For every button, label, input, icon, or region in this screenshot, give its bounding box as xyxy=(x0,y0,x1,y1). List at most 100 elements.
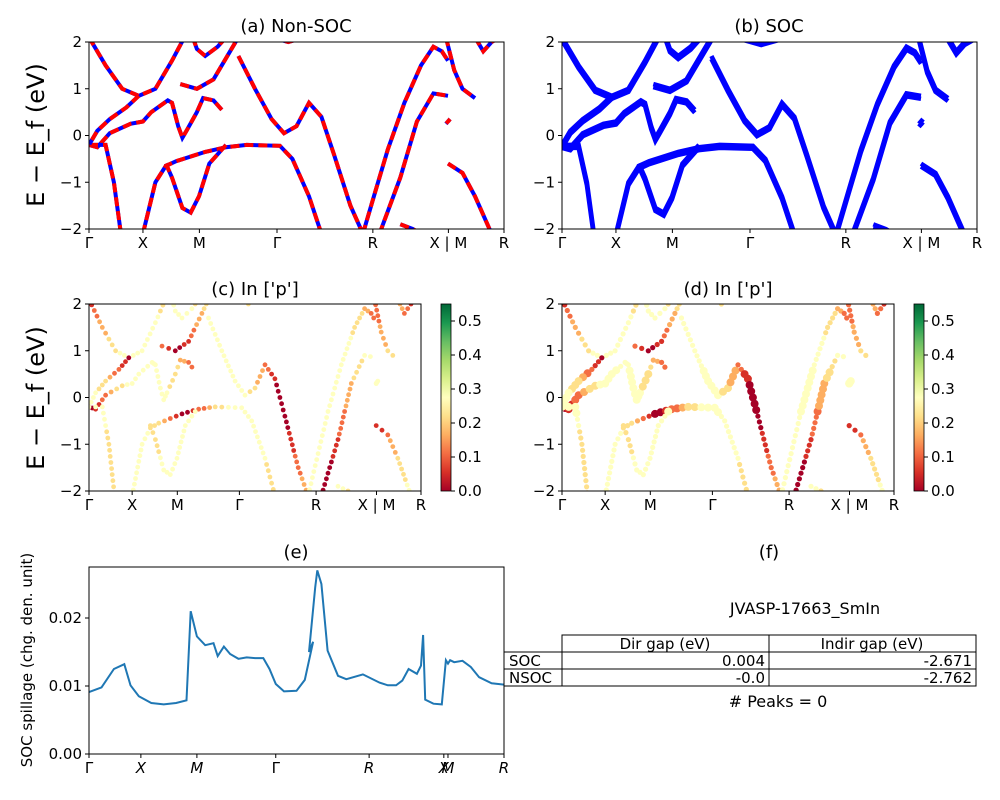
band-point xyxy=(242,409,248,415)
colorbar-tick-label: 0.1 xyxy=(458,448,482,466)
table-header-dir: Dir gap (eV) xyxy=(620,635,711,653)
band-line-dashed xyxy=(89,95,224,150)
band-point xyxy=(743,486,749,491)
band-line xyxy=(919,164,964,229)
band-point xyxy=(91,395,96,400)
band-point xyxy=(643,466,649,472)
band-point xyxy=(150,430,156,435)
band-point xyxy=(186,418,192,424)
band-point xyxy=(338,362,344,368)
band-point xyxy=(103,392,108,398)
band-point xyxy=(796,476,803,482)
ytick-label: 2 xyxy=(545,295,555,313)
xtick-label: X | M xyxy=(358,496,396,514)
band-point xyxy=(267,474,273,480)
band-point xyxy=(156,449,162,455)
xtick-label: M xyxy=(666,234,679,252)
band-point xyxy=(336,431,342,437)
band-point xyxy=(404,482,410,488)
band-point xyxy=(815,351,821,357)
band-point xyxy=(640,472,646,478)
band-point xyxy=(669,316,675,322)
band-point xyxy=(634,418,641,424)
band-point xyxy=(249,418,255,424)
band-point xyxy=(145,363,151,369)
band-point xyxy=(257,374,263,379)
band-point xyxy=(314,457,320,462)
band-point xyxy=(795,420,801,427)
band-point xyxy=(332,385,338,391)
gap-table: Dir gap (eV) Indir gap (eV) SOC 0.004 -2… xyxy=(503,634,977,687)
band-point xyxy=(288,436,294,442)
band-point xyxy=(196,316,202,322)
band-point xyxy=(119,363,125,368)
band-point xyxy=(215,337,220,343)
band-point xyxy=(230,373,236,379)
band-line xyxy=(89,42,185,98)
band-point xyxy=(397,304,403,307)
band-point xyxy=(226,404,231,410)
band-point xyxy=(372,297,377,302)
band-point xyxy=(354,369,359,375)
spillage-ylabel: SOC spillage (chg. den. unit) xyxy=(18,553,36,768)
band-point xyxy=(327,403,333,409)
band-point xyxy=(629,420,635,426)
ytick-label: −1 xyxy=(533,173,555,191)
band-point xyxy=(348,335,354,341)
band-point xyxy=(681,320,687,327)
band-point xyxy=(158,455,163,461)
band-point xyxy=(110,478,116,484)
band-point xyxy=(582,466,588,472)
band-point xyxy=(607,470,613,476)
table-header-indir: Indir gap (eV) xyxy=(821,635,924,653)
band-point xyxy=(170,297,175,302)
band-point xyxy=(117,350,123,356)
ytick-label: 1 xyxy=(545,342,555,360)
band-point xyxy=(399,306,405,312)
xtick-label: R xyxy=(499,234,509,252)
band-point xyxy=(794,427,800,433)
band-point xyxy=(727,434,734,440)
band-line xyxy=(379,91,449,229)
band-point xyxy=(310,475,315,480)
band-point xyxy=(359,311,365,316)
band-point xyxy=(346,341,352,346)
band-point xyxy=(738,468,744,474)
band-point xyxy=(571,402,580,411)
ytick-label: 0 xyxy=(72,389,82,407)
band-point xyxy=(152,423,158,428)
band-point xyxy=(722,418,728,424)
band-point xyxy=(589,366,595,372)
band-point xyxy=(325,470,331,476)
band-line-dashed xyxy=(475,42,496,55)
xtick-label: Γ xyxy=(272,759,281,777)
xtick-label: M xyxy=(644,496,657,514)
band-point xyxy=(176,312,182,317)
band-point xyxy=(185,409,190,415)
band-point xyxy=(650,345,656,351)
panel-c-colorbar xyxy=(440,303,452,492)
xtick-label: R xyxy=(499,759,509,777)
band-point xyxy=(405,306,411,312)
band-point xyxy=(136,459,142,464)
xtick-label: R xyxy=(841,234,851,252)
band-point xyxy=(109,466,114,471)
band-point xyxy=(254,304,256,305)
colorbar-tick-label: 0.4 xyxy=(931,346,955,364)
table-cell: 0.004 xyxy=(722,652,765,670)
band-point xyxy=(284,419,289,425)
band-point xyxy=(351,375,357,381)
band-point xyxy=(178,439,184,445)
band-point xyxy=(319,433,325,438)
band-point xyxy=(800,465,806,471)
band-point xyxy=(135,464,141,470)
band-point xyxy=(154,368,160,373)
band-point xyxy=(731,366,740,375)
band-point xyxy=(755,413,761,419)
band-point xyxy=(265,367,271,372)
band-point xyxy=(357,315,362,321)
band-point xyxy=(872,306,878,312)
band-point xyxy=(365,308,371,314)
band-point xyxy=(383,342,388,347)
band-point xyxy=(97,319,102,325)
